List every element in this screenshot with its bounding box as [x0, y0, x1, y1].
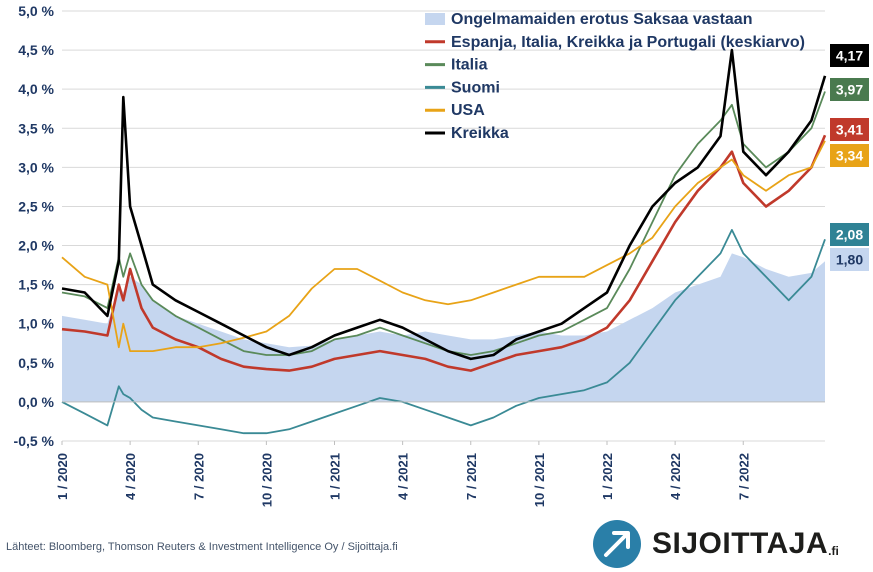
x-tick-label: 4 / 2022: [668, 453, 683, 500]
y-tick-label: 4,5 %: [18, 42, 54, 58]
x-tick-label: 7 / 2021: [464, 453, 479, 500]
end-value-badge: [830, 78, 869, 101]
brand-logo[interactable]: SIJOITTAJA .fi: [592, 516, 839, 572]
y-tick-label: 0,5 %: [18, 355, 54, 371]
x-tick-label: 7 / 2022: [736, 453, 751, 500]
y-tick-label: 5,0 %: [18, 3, 54, 19]
legend-label: Espanja, Italia, Kreikka ja Portugali (k…: [451, 34, 805, 51]
source-note: Lähteet: Bloomberg, Thomson Reuters & In…: [6, 541, 398, 553]
end-value-label: 3,34: [836, 148, 863, 164]
legend-label: USA: [451, 102, 485, 119]
legend-swatch: [425, 13, 445, 25]
brand-suffix: .fi: [828, 544, 839, 558]
y-tick-label: 3,0 %: [18, 159, 54, 175]
end-value-label: 3,41: [836, 122, 863, 138]
y-tick-label: 2,5 %: [18, 198, 54, 214]
x-tick-label: 10 / 2020: [259, 453, 274, 507]
end-value-label: 1,80: [836, 252, 863, 268]
end-value-label: 2,08: [836, 227, 863, 243]
series-line-1: [61, 134, 827, 372]
y-tick-label: 4,0 %: [18, 81, 54, 97]
brand-name: SIJOITTAJA: [652, 527, 829, 560]
x-tick-label: 4 / 2021: [396, 453, 411, 500]
legend-label: Suomi: [451, 79, 500, 96]
series-area-spread: [62, 253, 825, 402]
end-value-badge: [830, 248, 869, 271]
x-tick-label: 1 / 2022: [600, 453, 615, 500]
x-tick-label: 10 / 2021: [532, 453, 547, 507]
series-line-3: [61, 229, 826, 435]
y-tick-label: -0,5 %: [14, 433, 55, 449]
end-value-badge: [830, 223, 869, 246]
y-tick-label: 1,5 %: [18, 277, 54, 293]
series-line-5: [61, 48, 827, 361]
x-tick-label: 1 / 2021: [328, 453, 343, 500]
x-tick-label: 7 / 2020: [191, 453, 206, 500]
y-tick-label: 2,0 %: [18, 238, 54, 254]
series-line-2: [61, 91, 826, 356]
end-value-badge: [830, 44, 869, 67]
end-value-badge: [830, 118, 869, 141]
x-tick-label: 4 / 2020: [123, 453, 138, 500]
x-tick-label: 1 / 2020: [55, 453, 70, 500]
end-value-label: 3,97: [836, 82, 863, 98]
y-tick-label: 0,0 %: [18, 394, 54, 410]
y-tick-label: 3,5 %: [18, 120, 54, 136]
arrow-logo-icon: [593, 520, 641, 568]
y-tick-label: 1,0 %: [18, 316, 54, 332]
end-value-label: 4,17: [836, 48, 863, 64]
legend-label: Ongelmamaiden erotus Saksaa vastaan: [451, 11, 752, 28]
legend-label: Italia: [451, 57, 488, 74]
end-value-badge: [830, 144, 869, 167]
series-line-4: [61, 140, 826, 352]
legend-label: Kreikka: [451, 125, 509, 142]
